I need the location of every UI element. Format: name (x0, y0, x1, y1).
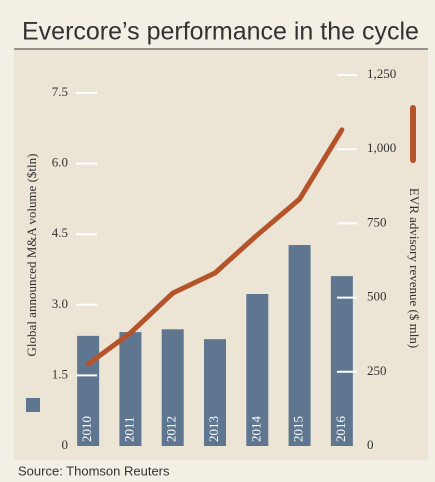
line (85, 127, 345, 367)
y-axis-label: Global announced M&A volume ($tln) (24, 154, 39, 357)
x-tick-label: 2016 (333, 416, 348, 443)
y2-tick-label: 1,000 (367, 140, 396, 155)
x-tick-label: 2015 (291, 416, 306, 442)
y2-tick-label: 500 (367, 289, 387, 304)
y2-tick-label: 250 (367, 363, 387, 378)
y-tick-label: 6.0 (52, 155, 68, 170)
legend-swatch (26, 398, 40, 412)
y2-tick-label: 1,250 (367, 66, 396, 81)
y-tick-label: 4.5 (52, 225, 68, 240)
bar (161, 329, 184, 446)
bar (246, 293, 269, 446)
bar (288, 245, 311, 446)
x-tick-label: 2012 (164, 416, 179, 442)
y-tick-label: 1.5 (52, 366, 68, 381)
bar (204, 339, 226, 446)
y-tick-label: 7.5 (52, 84, 68, 99)
x-tick-label: 2014 (248, 416, 263, 443)
y-tick-label: 3.0 (52, 296, 68, 311)
y2-tick-label: 0 (367, 437, 374, 452)
source: Source: Thomson Reuters (18, 463, 170, 478)
bar (77, 335, 100, 446)
y2-axis-label: EVR advisory revenue ($ mln) (407, 188, 422, 348)
chart-title: Evercore’s performance in the cycle (22, 18, 419, 46)
bar (119, 332, 142, 446)
y-tick-label: 0 (62, 437, 69, 452)
y2-tick-label: 750 (367, 214, 387, 229)
x-tick-label: 2010 (79, 416, 94, 442)
x-tick-label: 2011 (121, 416, 136, 442)
x-tick-label: 2013 (206, 416, 221, 442)
bar (330, 276, 353, 446)
